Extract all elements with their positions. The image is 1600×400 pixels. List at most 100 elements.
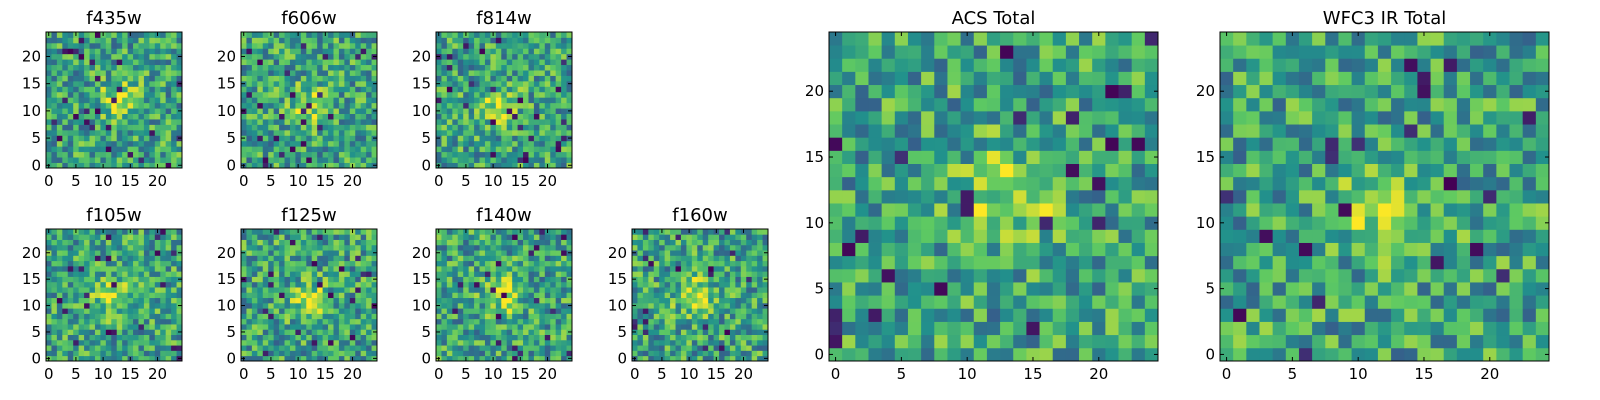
heatmap-cell: [894, 229, 909, 243]
heatmap-cell: [762, 229, 769, 235]
heatmap-cell: [757, 271, 763, 277]
heatmap-cell: [160, 75, 167, 82]
heatmap-cell: [642, 334, 649, 341]
heatmap-cell: [490, 53, 497, 60]
heatmap-cell: [241, 37, 247, 44]
heatmap-cell: [176, 113, 183, 120]
heatmap-cell: [89, 308, 96, 314]
heatmap-cell: [561, 271, 567, 277]
heatmap-cell: [84, 70, 90, 76]
heatmap-cell: [501, 239, 508, 246]
heatmap-cell: [544, 157, 551, 163]
heatmap-cell: [1052, 255, 1067, 270]
heatmap-cell: [446, 265, 453, 272]
heatmap-cell: [751, 234, 758, 240]
heatmap-cell: [279, 229, 285, 235]
heatmap-cell: [371, 229, 378, 235]
heatmap-cell: [284, 350, 291, 357]
heatmap-cell: [523, 86, 529, 93]
heatmap-cell: [105, 91, 112, 98]
heatmap-cell: [670, 276, 676, 283]
heatmap-cell: [495, 334, 502, 341]
heatmap-cell: [67, 318, 74, 325]
heatmap-cell: [632, 308, 638, 314]
heatmap-cell: [56, 140, 63, 147]
heatmap-cell: [523, 281, 529, 288]
heatmap-cell: [300, 329, 307, 335]
heatmap-cell: [67, 276, 74, 283]
heatmap-cell: [338, 229, 345, 235]
heatmap-cell: [960, 321, 975, 336]
heatmap-cell: [262, 329, 269, 335]
heatmap-cell: [84, 355, 90, 362]
heatmap-cell: [360, 97, 367, 104]
heatmap-cell: [338, 318, 345, 325]
heatmap-cell: [78, 334, 85, 341]
heatmap-cell: [523, 345, 529, 351]
heatmap-cell: [708, 276, 714, 283]
heatmap-cell: [868, 295, 883, 309]
heatmap-cell: [257, 48, 264, 55]
heatmap-cell: [51, 32, 58, 38]
heatmap-cell: [51, 146, 58, 153]
heatmap-cell: [165, 297, 172, 304]
y-tick-label: 0: [226, 156, 236, 174]
heatmap-cell: [73, 91, 80, 98]
heatmap-cell: [51, 355, 58, 362]
heatmap-cell: [555, 350, 562, 357]
heatmap-cell: [116, 334, 123, 341]
heatmap-cell: [642, 302, 649, 309]
heatmap-cell: [176, 59, 183, 66]
heatmap-cell: [306, 135, 313, 142]
heatmap-cell: [1079, 295, 1093, 309]
heatmap-cell: [257, 260, 264, 267]
heatmap-cell: [360, 119, 367, 125]
heatmap-cell: [62, 265, 69, 272]
heatmap-cell: [165, 350, 172, 357]
heatmap-cell: [100, 70, 107, 76]
heatmap-cell: [561, 239, 567, 246]
heatmap-cell: [670, 234, 676, 240]
heatmap-cell: [501, 318, 508, 325]
heatmap-cell: [62, 297, 69, 304]
heatmap-cell: [268, 244, 275, 251]
heatmap-cell: [550, 91, 557, 98]
heatmap-cell: [111, 124, 118, 131]
heatmap-cell: [468, 276, 475, 283]
heatmap-cell: [512, 255, 518, 262]
heatmap-cell: [105, 281, 112, 288]
heatmap-cell: [111, 146, 118, 153]
heatmap-cell: [973, 282, 988, 296]
heatmap-cell: [67, 124, 74, 131]
heatmap-cell: [463, 250, 470, 256]
heatmap-cell: [729, 265, 736, 272]
heatmap-cell: [463, 64, 470, 71]
heatmap-cell: [506, 157, 513, 163]
heatmap-cell: [46, 124, 52, 131]
heatmap-cell: [279, 75, 285, 82]
heatmap-cell: [84, 324, 90, 330]
heatmap-cell: [371, 271, 378, 277]
heatmap-cell: [149, 271, 156, 277]
heatmap-cell: [523, 271, 529, 277]
heatmap-cell: [947, 189, 961, 204]
heatmap-cell: [328, 162, 334, 169]
heatmap-cell: [523, 157, 529, 163]
heatmap-cell: [566, 313, 573, 320]
heatmap-cell: [344, 42, 351, 49]
x-tick-label: 0: [434, 365, 444, 383]
heatmap-cell: [78, 97, 85, 104]
heatmap-cell: [78, 276, 85, 283]
heatmap-cell: [1026, 189, 1040, 204]
heatmap-cell: [154, 102, 161, 109]
heatmap-cell: [484, 260, 491, 267]
heatmap-cell: [517, 276, 524, 283]
heatmap-cell: [533, 108, 540, 114]
heatmap-cell: [457, 276, 464, 283]
heatmap-cell: [360, 250, 367, 256]
heatmap-cell: [474, 318, 480, 325]
heatmap-cell: [463, 297, 470, 304]
heatmap-cell: [328, 140, 334, 147]
heatmap-cell: [273, 302, 280, 309]
heatmap-cell: [122, 42, 128, 49]
